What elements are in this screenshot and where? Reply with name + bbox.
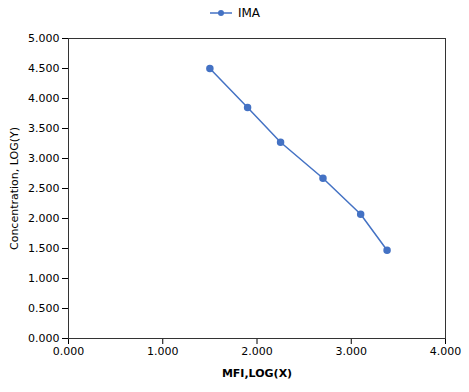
svg-text:0.500: 0.500 [28, 302, 60, 315]
svg-text:1.500: 1.500 [28, 242, 60, 255]
svg-text:2.000: 2.000 [241, 345, 273, 358]
svg-text:3.000: 3.000 [336, 345, 368, 358]
svg-text:4.000: 4.000 [430, 345, 462, 358]
svg-text:4.500: 4.500 [28, 62, 60, 75]
svg-text:5.000: 5.000 [28, 32, 60, 45]
svg-text:4.000: 4.000 [28, 92, 60, 105]
svg-text:2.500: 2.500 [28, 182, 60, 195]
html-text:IMA: IMA [237, 6, 260, 20]
svg-text:MFI,LOG(X): MFI,LOG(X) [222, 367, 292, 380]
svg-text:0.000: 0.000 [53, 345, 85, 358]
svg-text:3.000: 3.000 [28, 152, 60, 165]
svg-text:1.000: 1.000 [28, 272, 60, 285]
svg-text:0.000: 0.000 [28, 332, 60, 345]
svg-text:3.500: 3.500 [28, 122, 60, 135]
svg-text:1.000: 1.000 [147, 345, 179, 358]
svg-text:Concentration, LOG(Y): Concentration, LOG(Y) [8, 127, 21, 250]
svg-text:2.000: 2.000 [28, 212, 60, 225]
